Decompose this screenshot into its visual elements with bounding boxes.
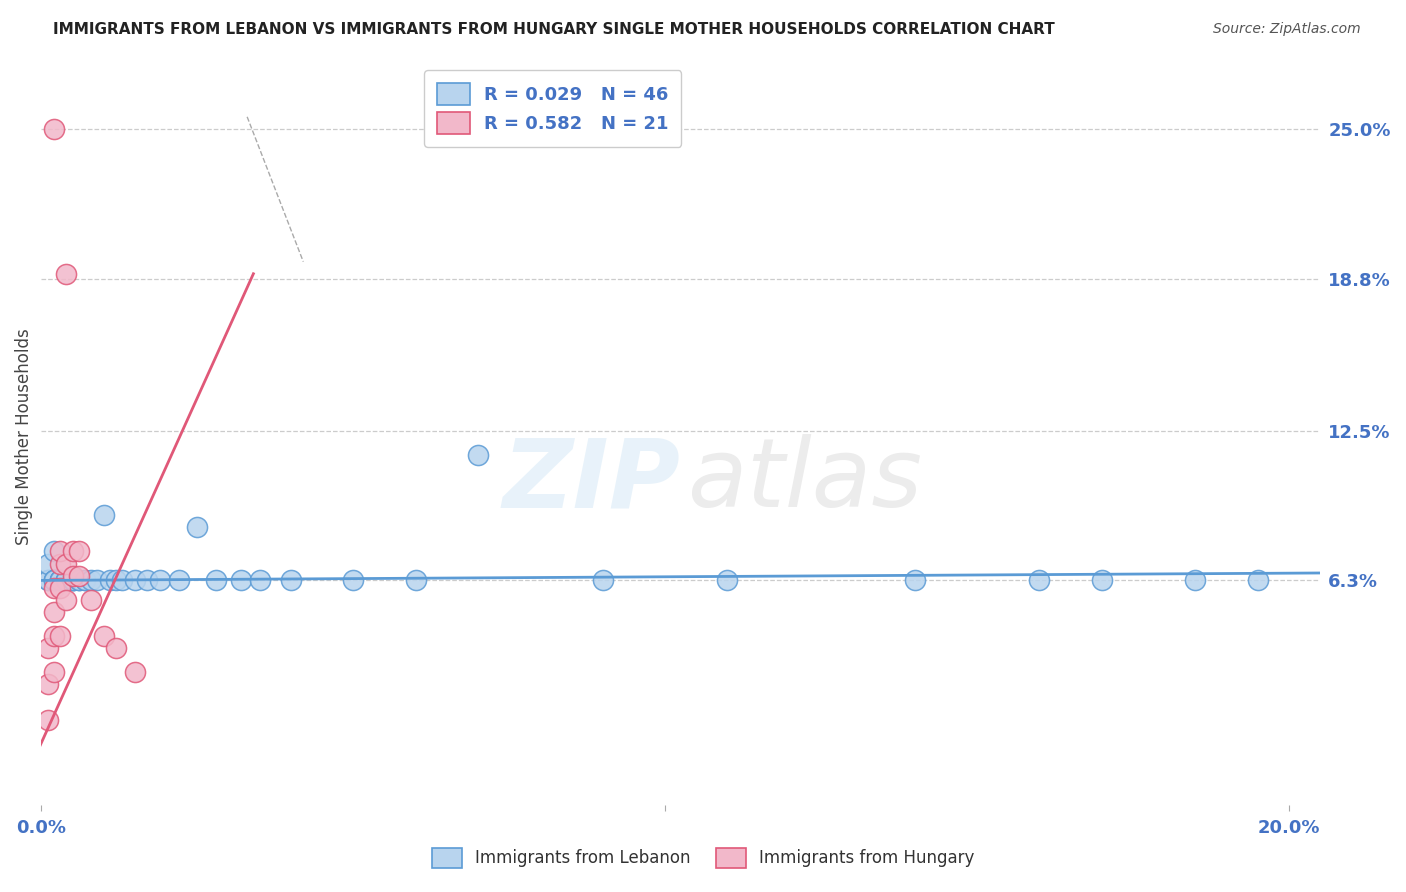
Point bbox=[37, 574, 59, 588]
Legend: R = 0.029   N = 46, R = 0.582   N = 21: R = 0.029 N = 46, R = 0.582 N = 21 bbox=[425, 70, 681, 147]
Point bbox=[37, 714, 59, 728]
Point bbox=[42, 574, 65, 588]
Point bbox=[55, 267, 77, 281]
Point bbox=[55, 574, 77, 588]
Point bbox=[67, 568, 90, 582]
Point bbox=[105, 574, 128, 588]
Point bbox=[229, 574, 252, 588]
Point bbox=[1184, 574, 1206, 588]
Point bbox=[73, 574, 96, 588]
Point bbox=[105, 640, 128, 655]
Point bbox=[42, 121, 65, 136]
Point bbox=[37, 557, 59, 571]
Point bbox=[249, 574, 271, 588]
Point bbox=[80, 574, 103, 588]
Point bbox=[42, 544, 65, 558]
Point bbox=[55, 557, 77, 571]
Point bbox=[86, 574, 108, 588]
Point bbox=[55, 592, 77, 607]
Point bbox=[186, 520, 208, 534]
Point bbox=[37, 574, 59, 588]
Point bbox=[167, 574, 190, 588]
Point bbox=[1246, 574, 1268, 588]
Point bbox=[592, 574, 614, 588]
Point bbox=[67, 574, 90, 588]
Point bbox=[42, 605, 65, 619]
Point bbox=[280, 574, 302, 588]
Point bbox=[405, 574, 427, 588]
Point bbox=[42, 574, 65, 588]
Point bbox=[62, 574, 84, 588]
Point bbox=[49, 574, 72, 588]
Point bbox=[62, 574, 84, 588]
Point bbox=[49, 557, 72, 571]
Point bbox=[342, 574, 364, 588]
Point bbox=[903, 574, 925, 588]
Point bbox=[1028, 574, 1050, 588]
Point bbox=[49, 574, 72, 588]
Point bbox=[42, 629, 65, 643]
Point bbox=[467, 448, 489, 462]
Point bbox=[93, 508, 115, 523]
Point bbox=[62, 574, 84, 588]
Text: ZIP: ZIP bbox=[503, 434, 681, 527]
Point bbox=[42, 665, 65, 680]
Point bbox=[124, 574, 146, 588]
Point bbox=[37, 640, 59, 655]
Point bbox=[73, 574, 96, 588]
Text: IMMIGRANTS FROM LEBANON VS IMMIGRANTS FROM HUNGARY SINGLE MOTHER HOUSEHOLDS CORR: IMMIGRANTS FROM LEBANON VS IMMIGRANTS FR… bbox=[53, 22, 1054, 37]
Y-axis label: Single Mother Households: Single Mother Households bbox=[15, 328, 32, 545]
Point bbox=[55, 574, 77, 588]
Point bbox=[62, 568, 84, 582]
Point bbox=[716, 574, 738, 588]
Point bbox=[1091, 574, 1114, 588]
Point bbox=[98, 574, 121, 588]
Point bbox=[49, 574, 72, 588]
Point bbox=[49, 581, 72, 595]
Point bbox=[62, 544, 84, 558]
Point bbox=[80, 592, 103, 607]
Point bbox=[111, 574, 134, 588]
Point bbox=[149, 574, 172, 588]
Point bbox=[136, 574, 159, 588]
Point bbox=[49, 629, 72, 643]
Point bbox=[55, 574, 77, 588]
Point bbox=[93, 629, 115, 643]
Text: Source: ZipAtlas.com: Source: ZipAtlas.com bbox=[1213, 22, 1361, 37]
Point bbox=[67, 544, 90, 558]
Point bbox=[37, 677, 59, 691]
Point bbox=[49, 574, 72, 588]
Legend: Immigrants from Lebanon, Immigrants from Hungary: Immigrants from Lebanon, Immigrants from… bbox=[425, 841, 981, 875]
Text: atlas: atlas bbox=[688, 434, 922, 527]
Point bbox=[205, 574, 228, 588]
Point bbox=[42, 574, 65, 588]
Point bbox=[42, 581, 65, 595]
Point bbox=[124, 665, 146, 680]
Point bbox=[49, 544, 72, 558]
Point bbox=[67, 574, 90, 588]
